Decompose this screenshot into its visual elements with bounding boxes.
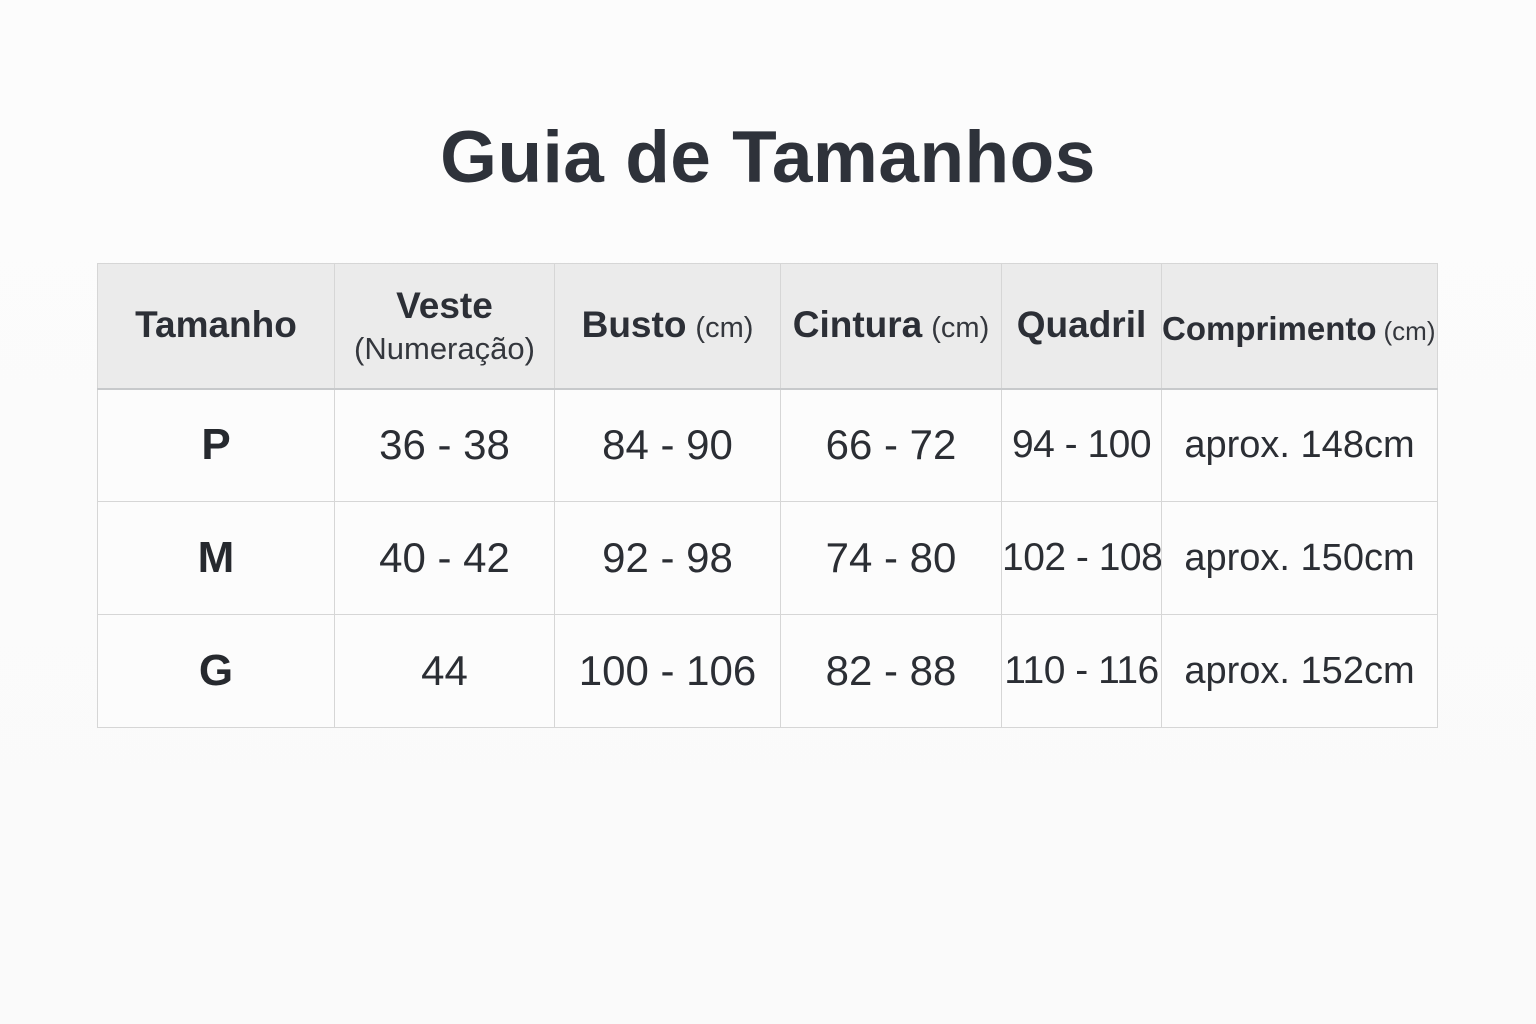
column-header-busto: Busto (cm) [554,263,781,390]
cell-cintura: 82 - 88 [780,614,1002,728]
page-title: Guia de Tamanhos [440,117,1096,198]
column-header-cintura: Cintura (cm) [780,263,1002,390]
column-header-label: Veste [396,284,493,326]
column-header-unit: (cm) [931,312,990,345]
cell-comprimento: aprox. 152cm [1161,614,1438,728]
cell-veste: 36 - 38 [334,388,555,502]
column-header-tamanho: Tamanho [97,263,335,390]
cell-comprimento: aprox. 148cm [1161,388,1438,502]
column-header-label: Busto [581,304,687,346]
cell-veste: 44 [334,614,555,728]
cell-busto: 100 - 106 [554,614,781,728]
cell-quadril: 102 - 108 [1001,501,1162,615]
column-header-unit: (cm) [695,312,754,345]
table-row-size-g: G 44 100 - 106 82 - 88 110 - 116 aprox. … [97,614,1438,728]
cell-veste: 40 - 42 [334,501,555,615]
cell-quadril: 94 - 100 [1001,388,1162,502]
cell-busto: 92 - 98 [554,501,781,615]
column-header-veste: Veste (Numeração) [334,263,555,390]
cell-cintura: 66 - 72 [780,388,1002,502]
cell-quadril: 110 - 116 [1001,614,1162,728]
table-header-row: Tamanho Veste (Numeração) Busto (cm) Cint… [97,263,1438,390]
footnote-asterisk: * [1436,302,1437,332]
column-header-label: Comprimento [1162,310,1377,348]
cell-size: P [97,388,335,502]
column-header-unit: (cm) [1383,316,1436,347]
column-header-label: Tamanho [135,304,297,346]
column-header-quadril: Quadril [1001,263,1162,390]
table-row-size-m: M 40 - 42 92 - 98 74 - 80 102 - 108 apro… [97,501,1438,615]
column-header-comprimento: Comprimento(cm)* [1161,263,1438,390]
cell-busto: 84 - 90 [554,388,781,502]
size-guide-table: Tamanho Veste (Numeração) Busto (cm) Cint… [97,263,1438,728]
column-header-label: Cintura [792,304,923,346]
column-header-sublabel: (Numeração) [354,331,535,367]
cell-size: G [97,614,335,728]
column-header-label: Quadril [1016,304,1147,346]
cell-size: M [97,501,335,615]
table-row-size-p: P 36 - 38 84 - 90 66 - 72 94 - 100 aprox… [97,388,1438,502]
cell-comprimento: aprox. 150cm [1161,501,1438,615]
cell-cintura: 74 - 80 [780,501,1002,615]
